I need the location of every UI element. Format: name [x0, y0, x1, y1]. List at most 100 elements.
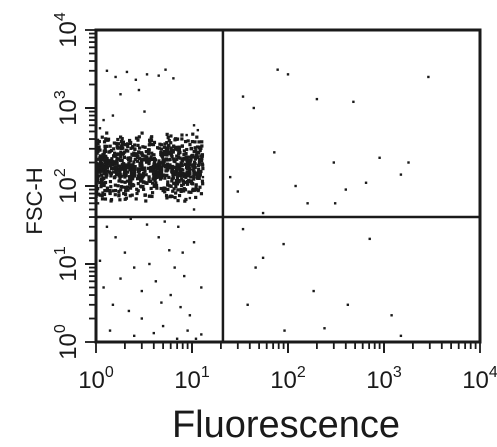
- cluster-point: [137, 146, 142, 150]
- data-point: [98, 161, 102, 164]
- cluster-point: [175, 166, 179, 170]
- cluster-point: [113, 175, 117, 179]
- cluster-point: [165, 141, 169, 145]
- cluster-point: [115, 172, 119, 176]
- data-point: [276, 68, 279, 71]
- cluster-point: [187, 155, 191, 159]
- cluster-point: [97, 174, 101, 178]
- cluster-point: [114, 141, 118, 146]
- cluster-point: [137, 172, 141, 177]
- cluster-point: [118, 152, 122, 156]
- cluster-point: [162, 145, 167, 149]
- cluster-point: [169, 134, 173, 138]
- cluster-point: [109, 199, 113, 203]
- cluster-point: [176, 178, 180, 183]
- cluster-point: [161, 188, 165, 192]
- cluster-point: [109, 166, 114, 171]
- cluster-point: [125, 143, 129, 147]
- cluster-point: [133, 157, 137, 162]
- cluster-point: [136, 143, 140, 147]
- data-point: [368, 237, 371, 241]
- cluster-point: [120, 158, 124, 163]
- data-point: [105, 69, 109, 72]
- data-point: [119, 93, 122, 96]
- cluster-point: [191, 182, 195, 186]
- cluster-point: [97, 139, 101, 144]
- cluster-point: [150, 142, 154, 147]
- cluster-point: [169, 194, 173, 198]
- cluster-point: [118, 198, 122, 202]
- cluster-point: [182, 152, 186, 157]
- cluster-point: [186, 179, 190, 184]
- cluster-point: [117, 189, 121, 194]
- cluster-point: [105, 138, 109, 142]
- cluster-point: [163, 142, 167, 146]
- cluster-point: [177, 150, 181, 154]
- cluster-point: [168, 150, 172, 155]
- data-point: [261, 211, 265, 215]
- cluster-point: [100, 163, 105, 168]
- cluster-point: [162, 162, 166, 166]
- cluster-point: [121, 162, 125, 166]
- cluster-point: [137, 150, 141, 155]
- cluster-point: [194, 185, 198, 189]
- cluster-point: [133, 165, 137, 169]
- cluster-point: [184, 155, 188, 159]
- cluster-point: [118, 176, 122, 181]
- data-point: [282, 242, 285, 246]
- cluster-point: [141, 171, 146, 176]
- cluster-point: [167, 175, 171, 179]
- cluster-point: [125, 185, 130, 189]
- cluster-point: [177, 147, 182, 151]
- cluster-point: [184, 175, 188, 179]
- cluster-point: [157, 162, 161, 166]
- data-point: [200, 286, 203, 289]
- cluster-point: [137, 169, 141, 173]
- data-point: [254, 266, 257, 269]
- cluster-point: [115, 144, 119, 148]
- cluster-point: [159, 147, 164, 151]
- cluster-point: [100, 177, 104, 181]
- cluster-point: [135, 156, 140, 160]
- y-tick-label: 100: [52, 324, 82, 360]
- cluster-point: [180, 177, 184, 181]
- cluster-point: [188, 167, 192, 171]
- data-point: [323, 327, 326, 330]
- cluster-point: [105, 157, 109, 161]
- cluster-point: [153, 158, 157, 162]
- cluster-point: [162, 186, 166, 190]
- cluster-point: [173, 195, 177, 200]
- data-point: [127, 309, 131, 313]
- cluster-point: [165, 162, 170, 166]
- cluster-point: [129, 156, 133, 160]
- cluster-point: [128, 186, 133, 190]
- cluster-point: [111, 167, 116, 171]
- cluster-point: [187, 190, 191, 194]
- data-point: [286, 73, 290, 76]
- cluster-point: [96, 138, 100, 142]
- cluster-point: [123, 185, 128, 190]
- cluster-point: [154, 183, 159, 188]
- data-point: [98, 127, 102, 130]
- cluster-point: [113, 151, 117, 155]
- cluster-point: [129, 176, 133, 180]
- cluster-point: [160, 143, 164, 147]
- cluster-point: [100, 194, 104, 198]
- cluster-point: [105, 173, 109, 177]
- cluster-point: [165, 173, 169, 178]
- cluster-point: [201, 182, 205, 186]
- x-tick-label: 100: [78, 364, 114, 394]
- cluster-point: [98, 181, 102, 185]
- cluster-point: [165, 196, 169, 200]
- cluster-point: [116, 152, 120, 156]
- cluster-point: [147, 162, 151, 166]
- cluster-point: [143, 169, 147, 173]
- cluster-point: [124, 167, 128, 171]
- cluster-point: [201, 166, 205, 171]
- cluster-point: [119, 135, 123, 139]
- cluster-point: [115, 159, 119, 163]
- cluster-point: [192, 160, 197, 164]
- cluster-point: [184, 197, 188, 202]
- data-point: [390, 314, 393, 317]
- cluster-point: [179, 167, 184, 171]
